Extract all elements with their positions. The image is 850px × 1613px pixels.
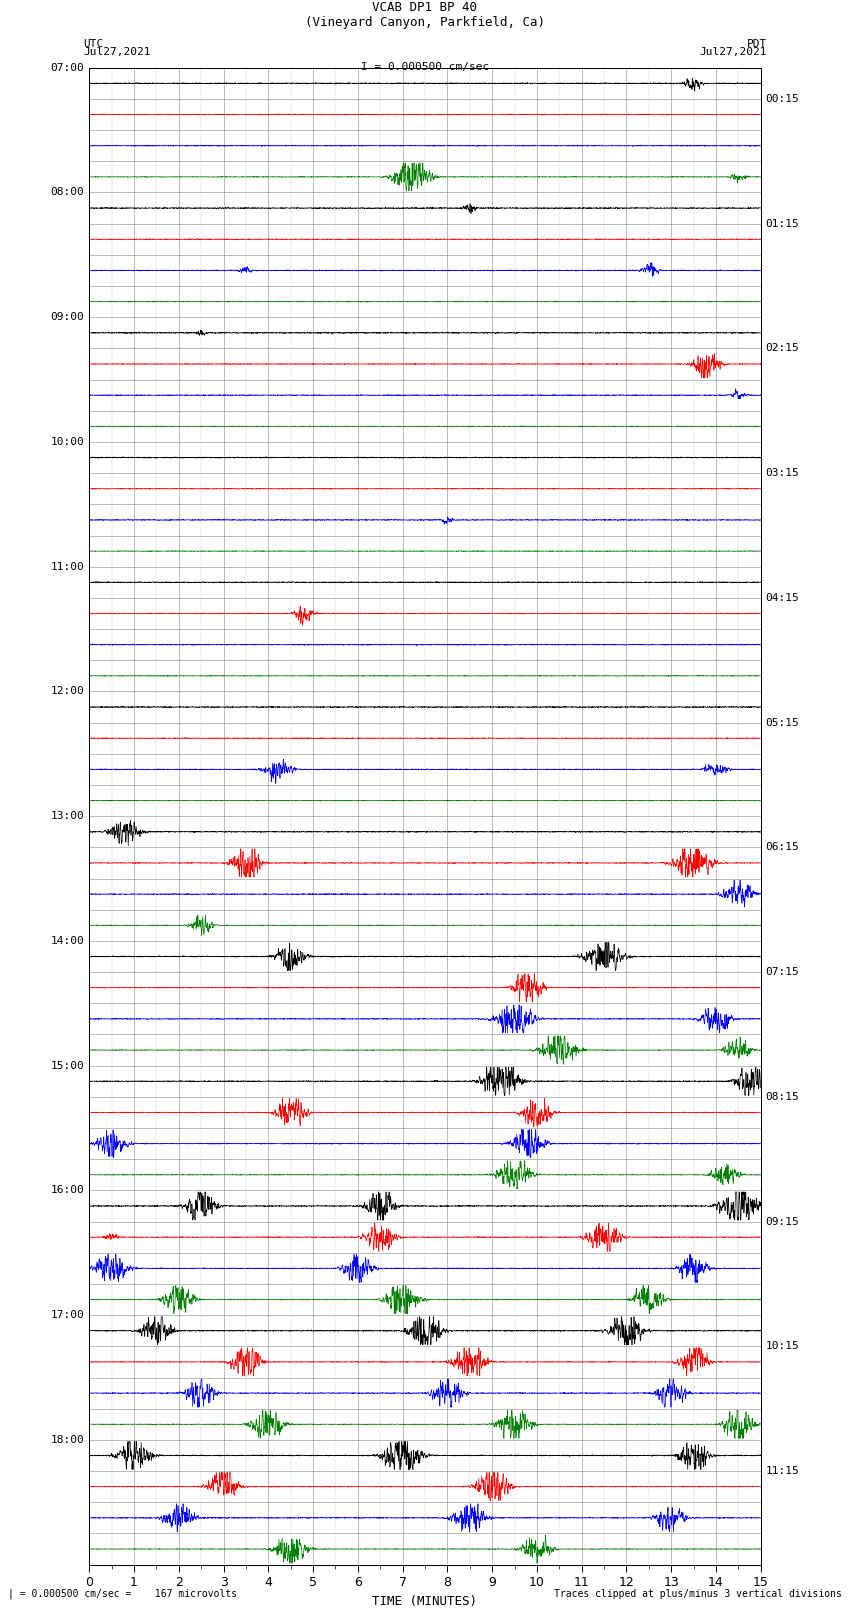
Text: Traces clipped at plus/minus 3 vertical divisions: Traces clipped at plus/minus 3 vertical … <box>553 1589 842 1598</box>
Text: UTC: UTC <box>83 39 104 50</box>
X-axis label: TIME (MINUTES): TIME (MINUTES) <box>372 1595 478 1608</box>
Text: Jul27,2021: Jul27,2021 <box>700 47 767 58</box>
Text: Jul27,2021: Jul27,2021 <box>83 47 150 58</box>
Text: | = 0.000500 cm/sec =    167 microvolts: | = 0.000500 cm/sec = 167 microvolts <box>8 1589 238 1600</box>
Text: PDT: PDT <box>746 39 767 50</box>
Text: I = 0.000500 cm/sec: I = 0.000500 cm/sec <box>361 61 489 71</box>
Title: VCAB DP1 BP 40
(Vineyard Canyon, Parkfield, Ca): VCAB DP1 BP 40 (Vineyard Canyon, Parkfie… <box>305 2 545 29</box>
